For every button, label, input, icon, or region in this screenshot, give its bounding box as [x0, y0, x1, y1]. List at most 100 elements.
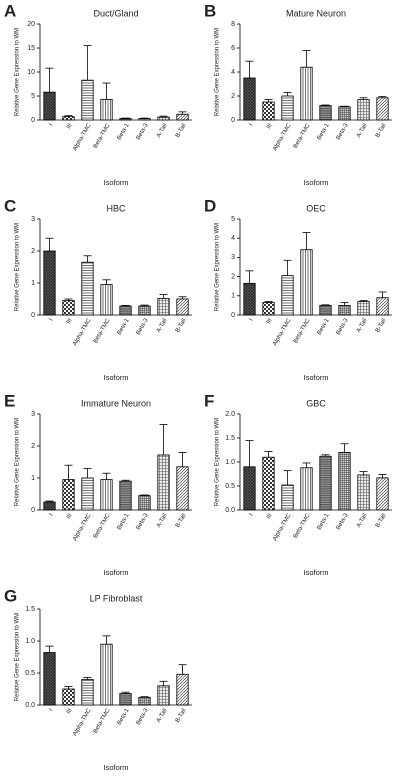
- x-tick-label: Beta-TMC: [293, 512, 312, 539]
- x-tick-label: A-Tail: [156, 318, 169, 334]
- x-axis-label: Isoform: [103, 763, 128, 772]
- x-tick-label: III: [66, 708, 74, 716]
- panel-letter: A: [4, 1, 16, 20]
- y-tick-label: 1: [31, 475, 35, 482]
- bar: [243, 466, 256, 511]
- bar: [338, 451, 351, 511]
- x-tick-label: Alpha-TMC: [72, 122, 93, 152]
- x-tick-label: III: [266, 123, 274, 131]
- x-tick-label: Alpha-TMC: [272, 317, 293, 347]
- panel-letter: E: [4, 391, 15, 410]
- y-tick-label: 6: [231, 45, 235, 52]
- y-tick-label: 2: [31, 248, 35, 255]
- x-tick-label: Beta-3: [336, 122, 350, 141]
- y-tick-label: 1.0: [25, 638, 35, 645]
- x-tick-label: A-Tail: [356, 513, 369, 529]
- bar: [300, 467, 313, 511]
- bar: [243, 77, 256, 121]
- x-tick-label: I: [249, 513, 255, 518]
- x-tick-label: B-Tail: [375, 513, 388, 529]
- chart-title: Mature Neuron: [286, 8, 346, 18]
- bar: [357, 301, 370, 316]
- y-axis-label: Relative Gene Expression to WM: [215, 223, 221, 311]
- y-axis-label: Relative Gene Expression to WM: [215, 28, 221, 116]
- bar: [243, 282, 256, 316]
- panel-letter: G: [4, 586, 17, 605]
- x-tick-label: Beta-1: [117, 512, 131, 531]
- y-tick-label: 0: [31, 117, 35, 124]
- x-tick-label: Alpha-TMC: [272, 512, 293, 542]
- x-tick-label: A-Tail: [356, 318, 369, 334]
- x-tick-label: III: [266, 513, 274, 521]
- x-tick-label: Beta-1: [317, 317, 331, 336]
- y-axis-label: Relative Gene Expression to WM: [15, 223, 21, 311]
- bar: [376, 297, 389, 316]
- x-tick-label: Beta-3: [336, 317, 350, 336]
- bar: [319, 455, 332, 511]
- panel-letter: C: [4, 196, 16, 215]
- bar: [138, 495, 151, 511]
- x-tick-label: B-Tail: [175, 708, 188, 724]
- y-tick-label: 20: [27, 21, 35, 28]
- x-tick-label: A-Tail: [156, 123, 169, 139]
- bar: [100, 643, 113, 706]
- bar: [119, 480, 132, 511]
- y-tick-label: 2: [231, 93, 235, 100]
- y-tick-label: 3: [31, 216, 35, 223]
- bar: [62, 116, 75, 121]
- y-tick-label: 10: [27, 69, 35, 76]
- x-tick-label: Beta-TMC: [93, 122, 112, 149]
- x-tick-label: Alpha-TMC: [272, 122, 293, 152]
- bar: [338, 304, 351, 316]
- x-tick-label: Beta-3: [136, 512, 150, 531]
- y-tick-label: 8: [231, 21, 235, 28]
- bar: [176, 113, 189, 121]
- bar: [62, 688, 75, 706]
- x-tick-label: Beta-TMC: [93, 317, 112, 344]
- x-tick-label: A-Tail: [156, 513, 169, 529]
- x-tick-label: Beta-3: [136, 317, 150, 336]
- y-axis-label: Relative Gene Expression to WM: [15, 28, 21, 116]
- y-tick-label: 0.0: [25, 702, 35, 709]
- x-tick-label: I: [49, 708, 55, 713]
- bar: [376, 477, 389, 511]
- chart-title: Immature Neuron: [81, 398, 151, 408]
- x-tick-label: Beta-3: [136, 122, 150, 141]
- y-tick-label: 2: [231, 273, 235, 280]
- x-tick-label: B-Tail: [375, 123, 388, 139]
- bar: [62, 300, 75, 316]
- bar: [138, 305, 151, 316]
- x-tick-label: Beta-3: [336, 512, 350, 531]
- x-tick-label: Alpha-TMC: [72, 512, 93, 542]
- bar: [300, 66, 313, 121]
- chart-title: OEC: [306, 203, 326, 213]
- y-tick-label: 2: [31, 443, 35, 450]
- x-axis-label: Isoform: [103, 373, 128, 382]
- bar: [81, 79, 94, 121]
- x-tick-label: I: [49, 513, 55, 518]
- x-axis-label: Isoform: [103, 178, 128, 187]
- x-tick-label: Beta-TMC: [293, 122, 312, 149]
- y-tick-label: 0: [31, 507, 35, 514]
- x-axis-label: Isoform: [303, 373, 328, 382]
- bar: [62, 479, 75, 511]
- bar: [176, 298, 189, 316]
- bar: [319, 105, 332, 121]
- bar: [81, 477, 94, 511]
- x-tick-label: I: [49, 318, 55, 323]
- bar: [157, 116, 170, 121]
- y-tick-label: 0.0: [225, 507, 235, 514]
- x-tick-label: A-Tail: [156, 708, 169, 724]
- bar: [376, 97, 389, 121]
- x-tick-label: III: [66, 513, 74, 521]
- x-tick-label: B-Tail: [375, 318, 388, 334]
- x-axis-label: Isoform: [103, 568, 128, 577]
- y-tick-label: 1: [231, 293, 235, 300]
- panel-letter: B: [204, 1, 216, 20]
- y-tick-label: 0.5: [225, 483, 235, 490]
- bar: [262, 101, 275, 121]
- y-tick-label: 4: [231, 69, 235, 76]
- bar: [43, 501, 56, 511]
- bar: [43, 250, 56, 316]
